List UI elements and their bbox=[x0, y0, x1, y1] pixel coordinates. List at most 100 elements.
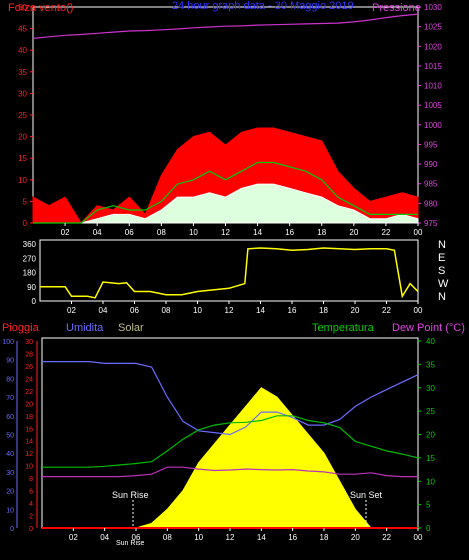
pressure-tick-label: 975 bbox=[424, 219, 438, 228]
direction-tick-label: 180 bbox=[23, 269, 37, 278]
dewpoint-label: Dew Point (°C) bbox=[392, 322, 465, 334]
temperature-label: Temperatura bbox=[312, 322, 375, 334]
wind-tick-label: 5 bbox=[23, 197, 28, 206]
time-tick-label: 16 bbox=[288, 306, 297, 315]
wind-tick-label: 20 bbox=[18, 133, 27, 142]
humidity-tick-label: 100 bbox=[2, 339, 14, 346]
rain-tick-label: 10 bbox=[25, 464, 33, 471]
humidity-tick-label: 30 bbox=[6, 470, 14, 477]
solar-area bbox=[42, 387, 418, 529]
time-tick-label: 08 bbox=[157, 228, 166, 237]
rain-tick-label: 2 bbox=[29, 514, 33, 521]
temperature-tick-label: 10 bbox=[426, 477, 435, 486]
temperature-tick-label: 30 bbox=[426, 384, 435, 393]
rain-tick-label: 18 bbox=[25, 414, 33, 421]
humidity-axis-ticks: 0 10 20 30 40 50 60 70 80 90 100 bbox=[2, 339, 18, 533]
wind-tick-label: 10 bbox=[18, 176, 27, 185]
pressure-tick-label: 1010 bbox=[424, 82, 442, 91]
temperature-tick-label: 20 bbox=[426, 431, 435, 440]
wind-tick-label: 15 bbox=[18, 154, 27, 163]
wind-pressure-series bbox=[32, 13, 419, 224]
pressure-tick-label: 995 bbox=[424, 140, 438, 149]
time-tick-label: 20 bbox=[351, 533, 360, 542]
direction-axis-ticks: 0 90 180 270 360 bbox=[23, 240, 37, 306]
pressure-axis-ticks: 975 980 985 990 995 1000 1005 1010 1015 1020 1025 1… bbox=[418, 3, 442, 228]
compass-label: W bbox=[438, 278, 449, 290]
sunrise-label: Sun Rise bbox=[112, 490, 149, 500]
humidity-tick-label: 70 bbox=[6, 395, 14, 402]
time-tick-label: 04 bbox=[93, 228, 102, 237]
rain-tick-label: 4 bbox=[29, 501, 33, 508]
wind-tick-label: 50 bbox=[18, 3, 27, 12]
pressure-tick-label: 1020 bbox=[424, 42, 442, 51]
rain-tick-label: 0 bbox=[29, 526, 33, 533]
wind-tick-label: 35 bbox=[18, 68, 27, 77]
temperature-tick-label: 40 bbox=[426, 337, 435, 346]
compass-label: N bbox=[438, 239, 446, 251]
direction-tick-label: 270 bbox=[23, 254, 37, 263]
humidity-tick-label: 40 bbox=[6, 451, 14, 458]
temp-humidity-panel: Pioggia Umidita Solar Temperatura Dew Po… bbox=[2, 322, 465, 547]
temp-humidity-series bbox=[42, 361, 419, 529]
rain-tick-label: 30 bbox=[25, 339, 33, 346]
time-tick-label: 10 bbox=[193, 306, 202, 315]
direction-line bbox=[40, 247, 419, 299]
humidity-line bbox=[42, 361, 419, 436]
time-tick-label: 02 bbox=[67, 306, 76, 315]
time-tick-label: 12 bbox=[221, 228, 230, 237]
time-tick-label: 16 bbox=[288, 533, 297, 542]
temperature-axis-ticks: 0 5 10 15 20 25 30 35 40 bbox=[418, 337, 435, 533]
wind-speed-area bbox=[33, 183, 419, 224]
time-tick-label: 14 bbox=[253, 228, 262, 237]
direction-series bbox=[40, 247, 419, 299]
humidity-tick-label: 80 bbox=[6, 376, 14, 383]
rain-tick-label: 14 bbox=[25, 439, 33, 446]
rain-label: Pioggia bbox=[2, 322, 40, 334]
temperature-tick-label: 5 bbox=[426, 501, 431, 510]
time-tick-label: 22 bbox=[382, 533, 391, 542]
wind-tick-label: 25 bbox=[18, 111, 27, 120]
wind-axis-ticks: 0 5 10 15 20 25 30 35 40 45 50 bbox=[18, 3, 33, 228]
time-tick-label: 10 bbox=[194, 533, 203, 542]
pressure-tick-label: 1000 bbox=[424, 121, 442, 130]
pressure-axis-title: Pressione bbox=[372, 2, 421, 14]
pressure-line bbox=[32, 13, 419, 39]
rain-tick-label: 28 bbox=[25, 351, 33, 358]
humidity-tick-label: 20 bbox=[6, 489, 14, 496]
rain-tick-label: 22 bbox=[25, 389, 33, 396]
humidity-tick-label: 90 bbox=[6, 358, 14, 365]
direction-tick-label: 90 bbox=[27, 283, 36, 292]
sunset-label: Sun Set bbox=[350, 490, 383, 500]
temperature-tick-label: 25 bbox=[426, 407, 435, 416]
rain-tick-label: 8 bbox=[29, 476, 33, 483]
time-tick-label: 06 bbox=[132, 533, 141, 542]
humidity-tick-label: 0 bbox=[10, 526, 14, 533]
wind-avg-line bbox=[33, 161, 418, 224]
time-tick-label: 22 bbox=[381, 228, 390, 237]
time-tick-label: 18 bbox=[319, 306, 328, 315]
direction-time-axis: 02 04 06 08 10 12 14 16 18 20 22 00 bbox=[67, 301, 423, 315]
time-tick-label: 14 bbox=[256, 306, 265, 315]
compass-label: E bbox=[438, 252, 445, 264]
time-tick-label: 12 bbox=[226, 533, 235, 542]
rain-tick-label: 26 bbox=[25, 364, 33, 371]
wind-tick-label: 0 bbox=[23, 219, 28, 228]
pressure-tick-label: 1025 bbox=[424, 23, 442, 32]
pressure-tick-label: 1015 bbox=[424, 62, 442, 71]
time-tick-label: 08 bbox=[162, 306, 171, 315]
pressure-tick-label: 980 bbox=[424, 199, 438, 208]
rain-tick-label: 24 bbox=[25, 376, 33, 383]
time-tick-label: 20 bbox=[349, 228, 358, 237]
humidity-label: Umidita bbox=[66, 322, 104, 334]
time-tick-label: 04 bbox=[99, 306, 108, 315]
time-tick-label: 00 bbox=[414, 228, 423, 237]
chart-title: 24 hour graph data - 30 Maggio 2019 bbox=[172, 0, 354, 12]
rain-tick-label: 20 bbox=[25, 401, 33, 408]
compass-label: N bbox=[438, 291, 446, 303]
time-tick-label: 10 bbox=[189, 228, 198, 237]
pressure-tick-label: 1005 bbox=[424, 101, 442, 110]
